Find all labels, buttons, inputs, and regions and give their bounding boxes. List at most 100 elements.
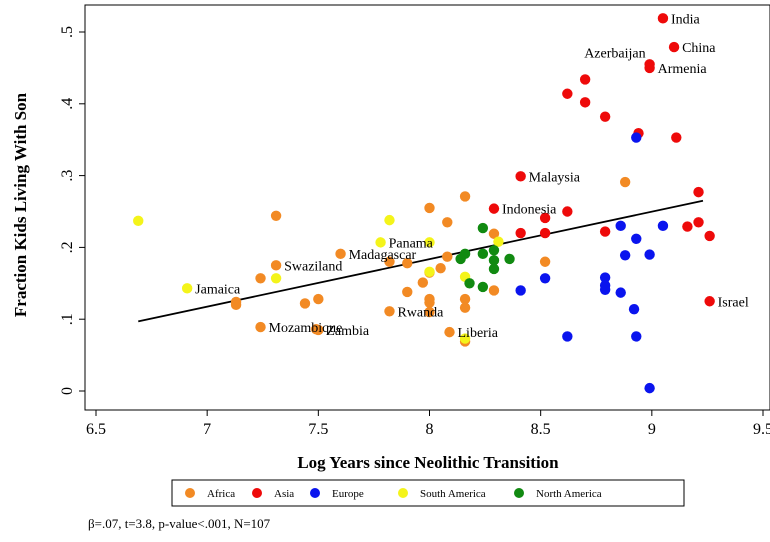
data-point (477, 281, 489, 293)
data-point (270, 210, 282, 222)
point-label: Zambia (326, 324, 370, 339)
x-axis-title: Log Years since Neolithic Transition (297, 453, 559, 472)
data-point (477, 248, 489, 260)
data-point (515, 171, 526, 182)
data-point (562, 88, 573, 99)
data-point (704, 296, 715, 307)
data-point (671, 132, 682, 143)
legend-marker (252, 488, 262, 498)
data-point (442, 251, 453, 262)
data-point (488, 255, 500, 266)
points-layer (133, 13, 715, 394)
data-point (459, 293, 471, 305)
plot-frame (84, 4, 770, 411)
data-point (313, 324, 324, 336)
legend-marker (398, 488, 408, 498)
x-tick-label: 8.5 (531, 421, 551, 438)
data-point (313, 293, 324, 305)
data-point (504, 253, 515, 265)
data-point (299, 298, 311, 309)
data-point (488, 228, 500, 239)
legend: Africa Asia Europe South America North Ameri… (185, 488, 602, 500)
data-point (255, 321, 266, 333)
data-point (181, 283, 193, 294)
point-label: Madagascar (349, 248, 417, 263)
data-point (631, 331, 642, 342)
data-point (539, 227, 551, 239)
point-label: India (671, 12, 701, 27)
data-point (619, 176, 631, 188)
data-point (424, 266, 435, 278)
data-point (693, 217, 704, 228)
fit-line (138, 199, 704, 323)
x-axis: 6.5 7 7.5 8 8.5 9 9.5 (86, 410, 770, 438)
x-tick-label: 8 (426, 421, 434, 438)
data-point (515, 285, 526, 296)
data-point (335, 248, 346, 260)
data-point (459, 248, 471, 260)
data-point (424, 202, 435, 214)
footnote: β=.07, t=3.8, p-value<.001, N=107 (88, 516, 271, 531)
legend-marker (514, 488, 524, 498)
data-point (599, 284, 611, 295)
data-point (270, 260, 282, 271)
data-point (615, 287, 626, 298)
data-point (464, 278, 475, 289)
point-label: Mozambique (269, 321, 343, 336)
data-point (435, 263, 446, 274)
legend-label: Africa (207, 488, 235, 500)
legend-marker (310, 488, 320, 498)
data-point (619, 250, 631, 261)
data-point (488, 263, 500, 275)
data-point (230, 299, 242, 311)
data-point (539, 273, 551, 284)
x-tick-label: 6.5 (86, 421, 106, 438)
legend-marker (185, 488, 195, 498)
point-label: Azerbaijan (584, 46, 645, 61)
data-point (644, 249, 655, 260)
point-label: Swaziland (284, 259, 342, 274)
data-point (562, 331, 573, 342)
data-point (628, 303, 640, 315)
point-label: Indonesia (502, 203, 557, 218)
legend-label: Europe (332, 488, 364, 500)
series-south-america (133, 214, 504, 344)
y-tick-label: .3 (59, 170, 76, 182)
data-point (599, 111, 611, 122)
series-africa (230, 176, 631, 347)
data-point (402, 286, 413, 298)
x-tick-label: 9.5 (753, 421, 770, 438)
data-point (539, 256, 551, 267)
data-point (515, 227, 526, 239)
data-point (255, 273, 266, 284)
data-point (384, 214, 395, 226)
data-point (631, 132, 642, 143)
legend-label: Asia (274, 488, 294, 500)
y-tick-label: 0 (59, 387, 76, 395)
data-point (631, 233, 642, 244)
data-point (704, 230, 715, 242)
data-point (459, 191, 471, 202)
data-point (599, 272, 611, 283)
data-point (615, 220, 626, 232)
data-point (493, 236, 504, 247)
annotations-layer: India China Azerbaijan Armenia Malaysia Indon… (195, 12, 749, 341)
legend-label: North America (536, 488, 602, 500)
series-europe (515, 132, 669, 394)
data-point (424, 237, 435, 248)
y-tick-label: .5 (59, 26, 76, 38)
data-point (488, 285, 500, 296)
data-point (442, 217, 453, 228)
point-label: Rwanda (397, 305, 444, 320)
y-tick-label: .4 (59, 98, 76, 110)
point-label: Jamaica (195, 282, 241, 297)
data-point (539, 212, 551, 224)
data-point (270, 273, 282, 284)
point-label: China (682, 41, 716, 56)
data-point (459, 302, 471, 313)
x-tick-label: 7.5 (308, 421, 328, 438)
data-point (477, 222, 489, 234)
x-tick-label: 9 (648, 421, 656, 438)
data-point (488, 203, 500, 214)
